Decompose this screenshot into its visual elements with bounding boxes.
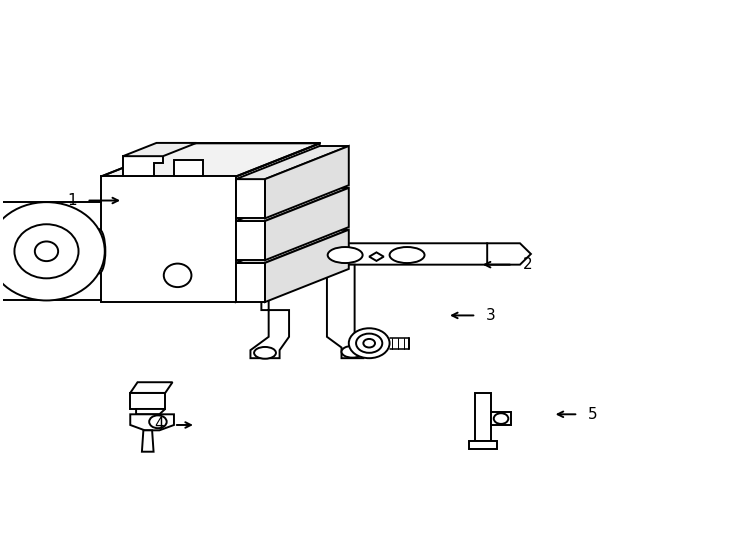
Ellipse shape (164, 264, 192, 287)
Ellipse shape (0, 202, 105, 300)
Text: 3: 3 (486, 308, 495, 323)
Text: 4: 4 (155, 417, 164, 433)
Circle shape (494, 413, 509, 424)
Polygon shape (491, 411, 512, 425)
Polygon shape (174, 160, 203, 177)
Circle shape (363, 339, 375, 348)
Polygon shape (265, 230, 349, 302)
Polygon shape (369, 252, 384, 261)
Polygon shape (327, 265, 363, 358)
Polygon shape (236, 230, 349, 263)
Polygon shape (130, 393, 165, 409)
Ellipse shape (34, 241, 58, 261)
Polygon shape (475, 393, 491, 441)
Polygon shape (236, 143, 319, 302)
Polygon shape (236, 188, 349, 221)
Polygon shape (265, 188, 349, 260)
Polygon shape (130, 382, 172, 393)
Polygon shape (130, 414, 174, 430)
Ellipse shape (92, 229, 106, 273)
Circle shape (349, 328, 390, 358)
Polygon shape (123, 156, 163, 177)
Circle shape (356, 334, 382, 353)
Polygon shape (236, 263, 265, 302)
Polygon shape (250, 248, 289, 358)
Polygon shape (136, 409, 165, 414)
Ellipse shape (390, 247, 424, 263)
Polygon shape (487, 244, 531, 265)
Text: 2: 2 (523, 257, 532, 272)
Text: 1: 1 (68, 193, 77, 208)
Ellipse shape (327, 247, 363, 263)
Circle shape (149, 415, 167, 428)
Polygon shape (236, 221, 265, 260)
Polygon shape (101, 143, 319, 177)
Polygon shape (101, 177, 236, 302)
Polygon shape (123, 143, 197, 156)
Polygon shape (289, 244, 502, 265)
Ellipse shape (15, 224, 79, 278)
Polygon shape (236, 146, 349, 179)
Polygon shape (469, 441, 497, 449)
Text: 5: 5 (588, 407, 597, 422)
Polygon shape (236, 179, 265, 218)
Polygon shape (142, 430, 153, 452)
Ellipse shape (254, 347, 276, 359)
Ellipse shape (341, 346, 363, 357)
Polygon shape (265, 146, 349, 218)
